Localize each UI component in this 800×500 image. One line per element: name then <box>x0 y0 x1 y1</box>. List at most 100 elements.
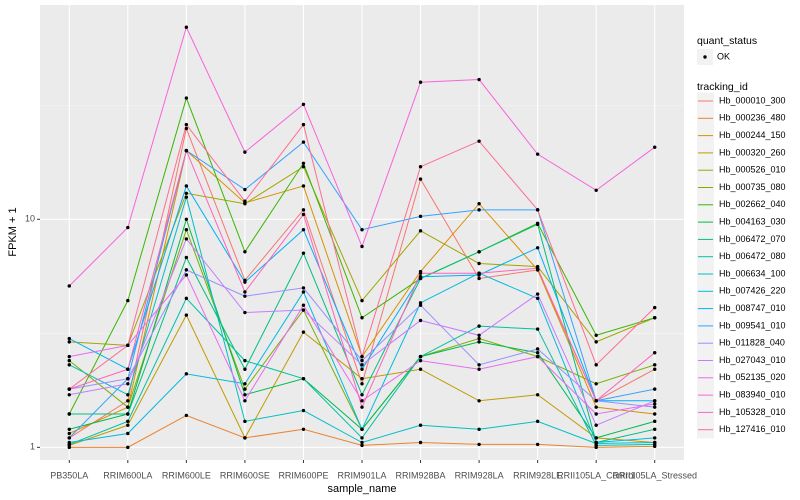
data-point <box>360 393 364 397</box>
data-point <box>67 354 71 359</box>
data-point <box>653 350 657 355</box>
data-point <box>418 275 423 279</box>
data-point <box>477 250 481 254</box>
data-point <box>653 402 657 406</box>
data-point <box>126 225 130 230</box>
data-point <box>653 316 657 320</box>
data-point <box>653 145 657 149</box>
legend-label: Hb_000010_300 <box>719 95 786 105</box>
data-point <box>535 354 540 359</box>
data-point <box>653 363 657 367</box>
data-point <box>477 442 481 447</box>
data-point <box>243 382 247 386</box>
x-tick-label: PB350LA <box>50 470 88 480</box>
data-point <box>418 214 423 219</box>
data-point <box>243 387 247 391</box>
data-point <box>184 296 189 301</box>
data-point <box>126 412 130 416</box>
data-point <box>301 286 306 290</box>
data-point <box>126 298 130 303</box>
data-point <box>418 80 423 84</box>
data-point <box>477 324 481 328</box>
x-tick-label: RRIM600PE <box>278 470 328 480</box>
data-point <box>301 408 306 413</box>
x-tick-label: RRIM901LA <box>337 470 386 480</box>
data-point <box>301 330 306 334</box>
legend-label: Hb_008747_010 <box>719 303 786 313</box>
data-point <box>594 412 598 416</box>
data-point <box>477 271 481 275</box>
data-point <box>477 336 481 341</box>
legend-label: Hb_011828_040 <box>719 338 785 348</box>
data-point <box>418 303 423 307</box>
data-point <box>243 187 247 192</box>
data-point <box>360 443 364 448</box>
data-point <box>301 212 306 217</box>
data-point <box>594 405 598 409</box>
data-point <box>477 139 481 143</box>
data-point <box>243 367 247 371</box>
data-point <box>594 333 598 337</box>
data-point <box>301 161 306 165</box>
x-tick-label: RRIM928LA <box>455 470 504 480</box>
data-point <box>653 427 657 431</box>
data-point <box>301 165 306 169</box>
data-point <box>243 199 247 203</box>
data-point <box>360 228 364 232</box>
data-point <box>301 427 306 431</box>
data-point <box>301 251 306 255</box>
data-point <box>184 191 189 195</box>
data-point <box>126 423 130 427</box>
data-point <box>360 399 364 403</box>
data-point <box>243 150 247 154</box>
data-point <box>243 202 247 206</box>
data-point <box>360 405 364 409</box>
data-point <box>184 313 189 317</box>
data-point <box>360 376 364 381</box>
data-point <box>418 165 423 169</box>
data-point <box>301 122 306 127</box>
data-point <box>243 393 247 397</box>
data-point <box>67 387 71 391</box>
data-point <box>184 273 189 277</box>
data-point <box>126 393 130 397</box>
legend-label: OK <box>717 51 730 61</box>
data-point <box>301 140 306 144</box>
data-point <box>594 363 598 367</box>
data-point <box>653 305 657 310</box>
data-point <box>360 382 364 386</box>
x-tick-label: RRIM928LE <box>513 470 562 480</box>
data-point <box>594 440 598 445</box>
legend-label: Hb_000526_010 <box>719 165 786 175</box>
data-point <box>243 250 247 254</box>
data-point <box>243 436 247 440</box>
data-point <box>184 195 189 199</box>
legend-title: tracking_id <box>697 81 748 93</box>
data-point <box>243 290 247 294</box>
data-point <box>418 271 423 275</box>
data-point <box>184 122 189 127</box>
data-point <box>360 440 364 445</box>
data-point <box>126 382 130 386</box>
data-point <box>184 237 189 241</box>
data-point <box>243 294 247 298</box>
data-point <box>126 399 130 403</box>
legend: OK Hb_000010_300 Hb_000236_480 Hb_000244_15… <box>697 49 786 439</box>
data-point <box>418 367 423 371</box>
legend-label: Hb_052135_020 <box>719 372 786 382</box>
data-point <box>301 184 306 188</box>
data-point <box>184 255 189 260</box>
data-point <box>477 399 481 403</box>
data-point <box>653 399 657 403</box>
data-point <box>184 96 189 100</box>
data-point <box>126 343 130 348</box>
data-point <box>653 405 657 409</box>
legend-label: Hb_127416_010 <box>719 424 786 434</box>
data-point <box>184 217 189 221</box>
data-point <box>67 284 71 288</box>
legend-label: Hb_006472_070 <box>719 234 786 244</box>
data-point <box>418 423 423 427</box>
data-point <box>360 244 364 249</box>
